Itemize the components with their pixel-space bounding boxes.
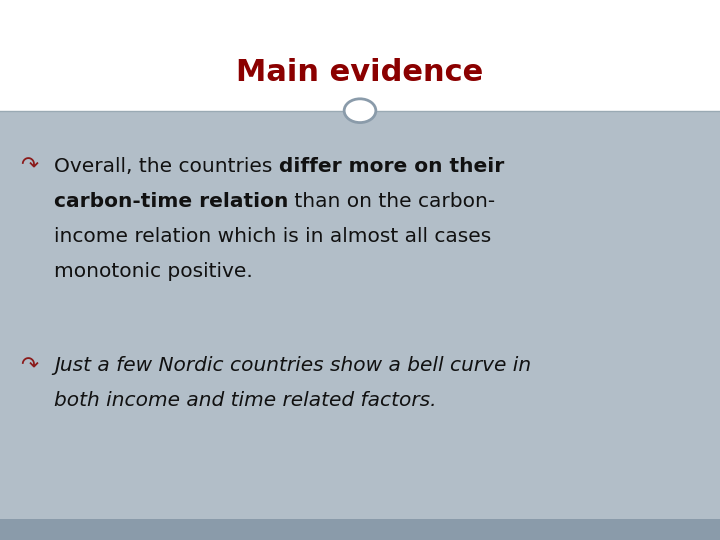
FancyBboxPatch shape xyxy=(0,519,720,540)
Text: Main evidence: Main evidence xyxy=(236,58,484,87)
Text: ↷: ↷ xyxy=(20,157,38,177)
Circle shape xyxy=(344,99,376,123)
Text: Just a few Nordic countries show a bell curve in: Just a few Nordic countries show a bell … xyxy=(54,356,531,375)
Text: Overall, the countries: Overall, the countries xyxy=(54,157,279,176)
Text: than on the carbon-: than on the carbon- xyxy=(289,192,495,211)
Text: carbon-time relation: carbon-time relation xyxy=(54,192,289,211)
FancyBboxPatch shape xyxy=(0,111,720,540)
Text: ↷: ↷ xyxy=(20,356,38,376)
Text: income relation which is in almost all cases: income relation which is in almost all c… xyxy=(54,227,491,246)
Text: monotonic positive.: monotonic positive. xyxy=(54,262,253,281)
Text: both income and time related factors.: both income and time related factors. xyxy=(54,392,436,410)
Text: differ more on their: differ more on their xyxy=(279,157,504,176)
